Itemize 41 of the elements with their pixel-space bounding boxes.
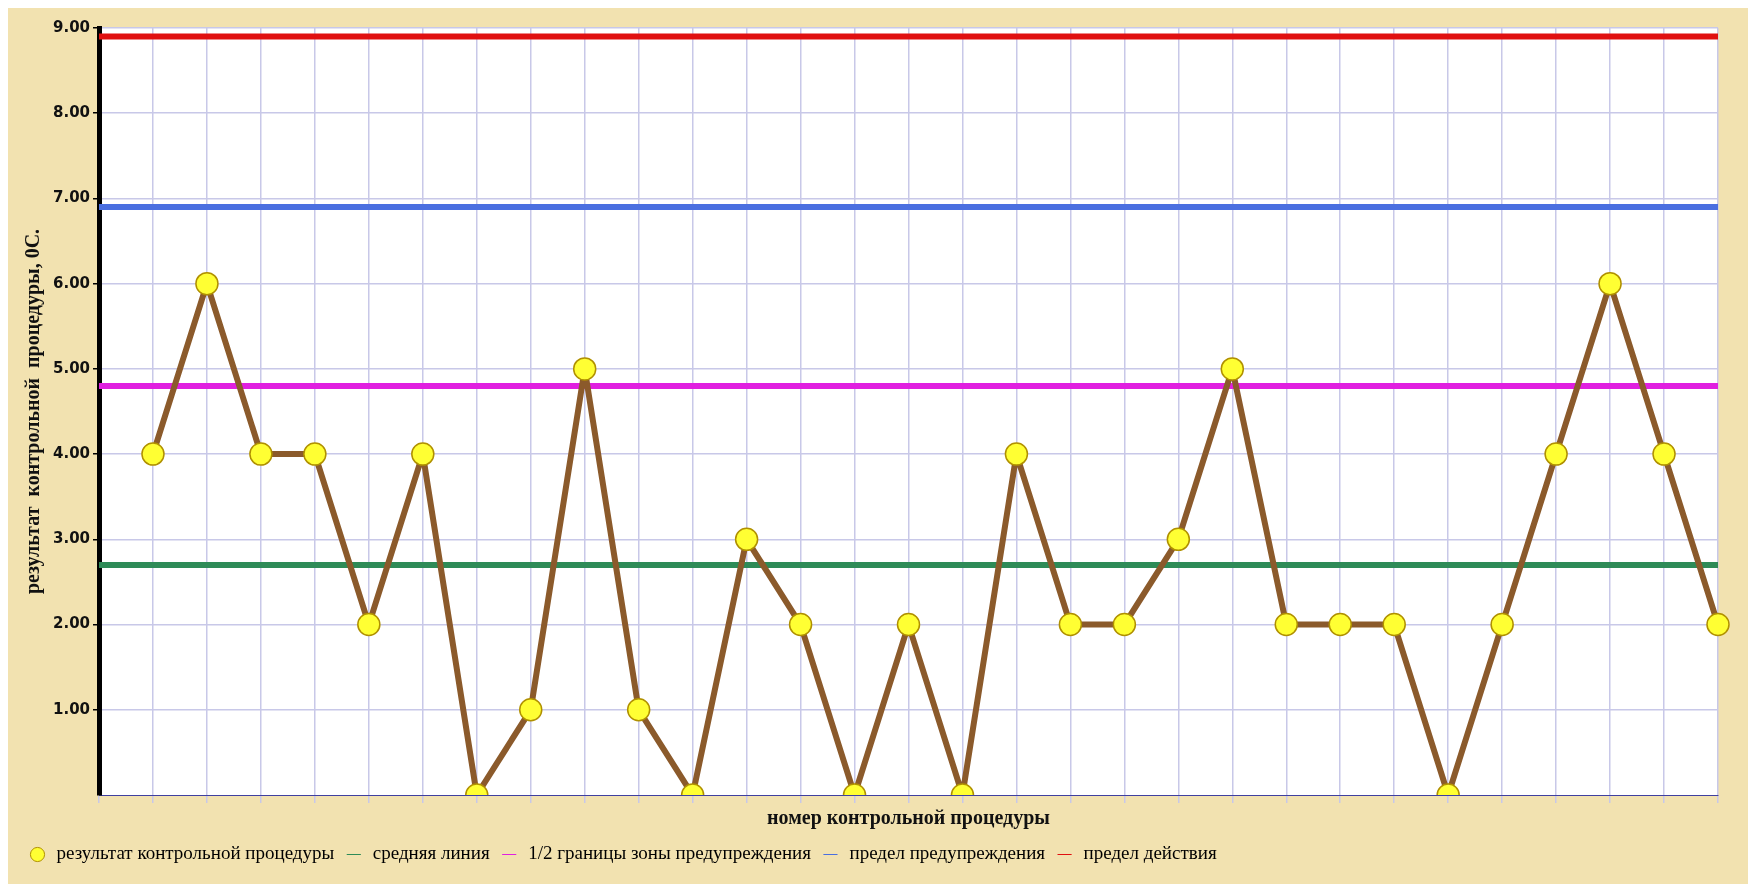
- legend-label: 1/2 границы зоны предупреждения: [528, 842, 812, 864]
- legend-label: средняя линия: [372, 842, 490, 864]
- point: [626, 698, 651, 722]
- y-tick-label: 3.00: [52, 529, 91, 548]
- point: [1490, 612, 1514, 637]
- y-tick-label: 1.00: [52, 699, 91, 718]
- y-tick-label: 9.00: [52, 17, 91, 36]
- legend-label: предел предупреждения: [849, 842, 1046, 864]
- point: [1544, 442, 1568, 466]
- point: [411, 442, 435, 466]
- point: [896, 612, 921, 637]
- point: [357, 612, 381, 637]
- point: [1004, 442, 1029, 466]
- point: [1328, 612, 1352, 637]
- point: [1598, 271, 1622, 296]
- point: [518, 698, 543, 722]
- y-tick-label: 4.00: [52, 444, 91, 462]
- point: [788, 612, 813, 637]
- y-tick-label: 6.00: [52, 273, 91, 292]
- y-tick-label: 7.00: [52, 188, 91, 207]
- legend-label: результат контрольной процедуры: [56, 842, 335, 864]
- point: [1220, 357, 1245, 381]
- point: [249, 442, 273, 466]
- point: [1112, 612, 1137, 637]
- x-axis-title: номер контрольной процедуры: [767, 806, 1051, 830]
- point: [572, 357, 597, 381]
- point: [1706, 612, 1730, 637]
- point: [141, 442, 165, 466]
- y-tick-label: 5.00: [52, 358, 91, 377]
- point: [1058, 612, 1083, 637]
- point: [1274, 612, 1299, 637]
- point: [1382, 612, 1406, 637]
- point: [1166, 527, 1191, 552]
- y-tick-label: 2.00: [52, 614, 91, 633]
- point: [734, 527, 759, 552]
- point: [303, 442, 327, 466]
- y-tick-label: 8.00: [52, 103, 91, 122]
- point: [195, 271, 219, 296]
- y-axis-title: результат контрольной процедуры, 0С.: [21, 228, 45, 595]
- point: [1652, 442, 1676, 466]
- legend-label: предел действия: [1083, 842, 1217, 864]
